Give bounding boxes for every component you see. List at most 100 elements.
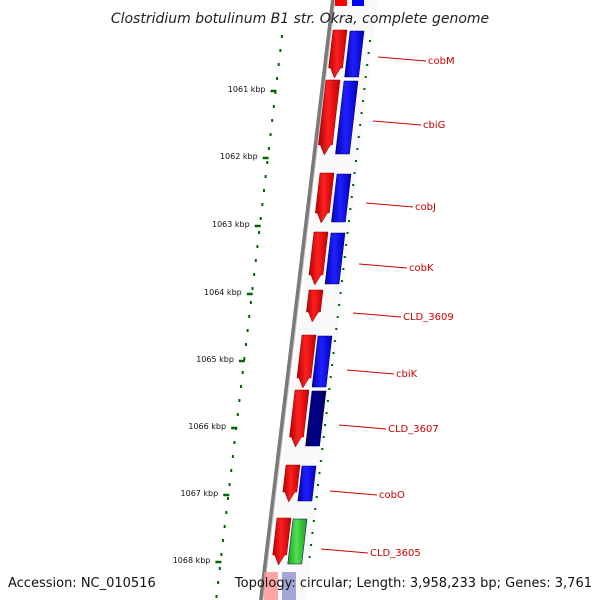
cds-block	[331, 173, 352, 223]
scale-dot	[336, 316, 339, 318]
gene-label: CLD_3607	[388, 424, 439, 435]
top-feature-red	[335, 0, 347, 6]
genome-stats-text: Topology: circular; Length: 3,958,233 bp…	[234, 576, 592, 591]
scale-dot	[314, 508, 317, 510]
scale-ticks: 1061 kbp 1062 kbp 1063 kbp 1064 kbp 1065 kbp…	[173, 85, 277, 565]
scale-dot	[311, 532, 314, 534]
scale-dot	[276, 77, 279, 80]
scale-dot	[218, 567, 221, 570]
gene-leader-line	[365, 202, 414, 208]
gene-label: cbiG	[423, 120, 445, 131]
gene-arrow	[308, 231, 329, 286]
gene-arrow	[315, 172, 335, 224]
scale-dot	[350, 196, 353, 198]
scale-dot	[225, 511, 228, 514]
scale-dot	[310, 544, 313, 546]
backbone-ring	[259, 0, 335, 600]
scale-dot	[248, 315, 251, 318]
scale-tick-label: 1064 kbp	[204, 288, 242, 297]
scale-dot	[220, 553, 223, 556]
scale-dot	[277, 63, 280, 66]
scale-dot	[326, 400, 329, 402]
scale-dot	[329, 376, 332, 378]
scale-dot	[231, 455, 234, 458]
scale-dot	[281, 35, 283, 38]
scale-dot	[222, 539, 225, 542]
scale-tick-label: 1063 kbp	[212, 220, 250, 229]
scale-dot	[266, 161, 269, 164]
scale-dot	[349, 208, 352, 210]
scale-dot	[331, 364, 334, 366]
scale-dot	[272, 105, 275, 108]
scale-dot	[274, 91, 277, 94]
scale-dot	[346, 232, 349, 234]
scale-dot	[246, 329, 249, 332]
scale-dot	[269, 133, 272, 136]
top-feature-blue	[352, 0, 364, 6]
scale-tick-label: 1067 kbp	[181, 489, 219, 498]
scale-dot	[262, 189, 265, 192]
cds-block	[324, 232, 346, 285]
scale-dot	[217, 581, 220, 584]
gene-leader-line	[346, 369, 395, 375]
map-title: Clostridium botulinum B1 str. Okra, comp…	[111, 11, 489, 27]
scale-dot	[315, 496, 318, 498]
scale-dot	[340, 280, 343, 282]
accession-text: Accession: NC_010516	[8, 576, 156, 591]
scale-dot	[354, 160, 357, 162]
scale-dot	[356, 148, 359, 150]
scale-dot	[312, 520, 315, 522]
scale-dot	[364, 76, 367, 78]
scale-dot	[241, 371, 244, 374]
scale-dot	[233, 441, 236, 444]
scale-dot	[271, 119, 274, 122]
scale-dot	[343, 256, 346, 258]
scale-dot	[256, 245, 259, 248]
scale-dot	[230, 469, 233, 472]
backbone-ring-highlight	[262, 0, 336, 600]
gene-arrow	[306, 289, 324, 323]
scale-dot	[279, 49, 282, 52]
gene-label: cbiK	[396, 369, 418, 380]
scale-dot	[338, 304, 341, 306]
scale-dot	[254, 259, 257, 262]
gene-arrow	[282, 464, 301, 503]
scale-dot	[353, 172, 356, 174]
cds-block	[344, 30, 365, 78]
scale-dot	[366, 64, 369, 66]
scale-dot	[360, 112, 363, 114]
cds-block	[287, 518, 308, 565]
bottom-feature-red	[264, 572, 278, 600]
gene-features	[272, 29, 365, 566]
gene-label: CLD_3605	[370, 548, 421, 559]
gene-label: cobJ	[415, 202, 436, 213]
scale-dot	[215, 595, 218, 598]
scale-dot	[317, 484, 320, 486]
scale-dot	[335, 328, 338, 330]
gene-leader-line	[320, 548, 369, 554]
scale-tick-label: 1068 kbp	[173, 556, 211, 565]
cds-block	[297, 465, 317, 502]
scale-dot	[322, 436, 325, 438]
scale-dot	[249, 301, 252, 304]
scale-dot	[253, 273, 256, 276]
gene-label: cobK	[409, 263, 434, 274]
scale-dot	[333, 340, 336, 342]
scale-dot	[236, 413, 239, 416]
gene-label: CLD_3609	[403, 312, 454, 323]
gene-arrow	[296, 334, 317, 389]
scale-dot	[357, 136, 360, 138]
gene-leader-line	[338, 424, 387, 430]
gene-leader-line	[329, 490, 378, 496]
scale-dot	[359, 124, 362, 126]
gene-leader-line	[372, 120, 422, 126]
cds-block	[335, 80, 359, 155]
scale-dot	[238, 399, 241, 402]
scale-dot	[332, 352, 335, 354]
scale-dot	[240, 385, 243, 388]
scale-tick-label: 1061 kbp	[228, 85, 266, 94]
scale-dot	[339, 292, 342, 294]
scale-dot	[308, 556, 311, 558]
gene-arrow	[272, 517, 292, 566]
